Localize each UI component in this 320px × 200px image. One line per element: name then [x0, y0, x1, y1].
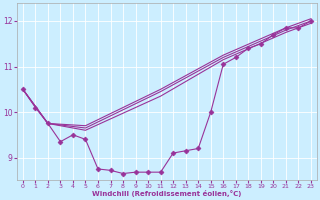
X-axis label: Windchill (Refroidissement éolien,°C): Windchill (Refroidissement éolien,°C)	[92, 190, 242, 197]
